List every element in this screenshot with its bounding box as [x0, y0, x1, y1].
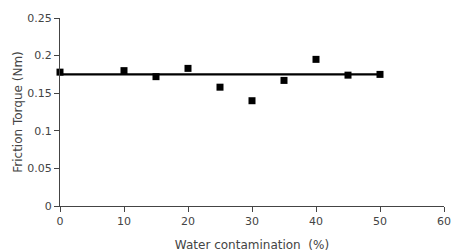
svg-text:20: 20 — [181, 215, 195, 228]
svg-text:40: 40 — [309, 215, 323, 228]
svg-text:50: 50 — [373, 215, 387, 228]
svg-text:0: 0 — [57, 215, 64, 228]
svg-text:60: 60 — [437, 215, 451, 228]
svg-text:0.15: 0.15 — [27, 87, 52, 100]
svg-text:Water contamination (%): Water contamination (%) — [175, 238, 329, 252]
svg-text:Friction Torque (Nm): Friction Torque (Nm) — [11, 51, 25, 173]
svg-text:10: 10 — [117, 215, 131, 228]
svg-text:0.1: 0.1 — [34, 125, 52, 138]
svg-text:0.05: 0.05 — [27, 162, 52, 175]
svg-text:0.25: 0.25 — [27, 12, 52, 25]
svg-text:0: 0 — [45, 200, 52, 213]
svg-text:30: 30 — [245, 215, 259, 228]
svg-text:0.2: 0.2 — [34, 49, 52, 62]
